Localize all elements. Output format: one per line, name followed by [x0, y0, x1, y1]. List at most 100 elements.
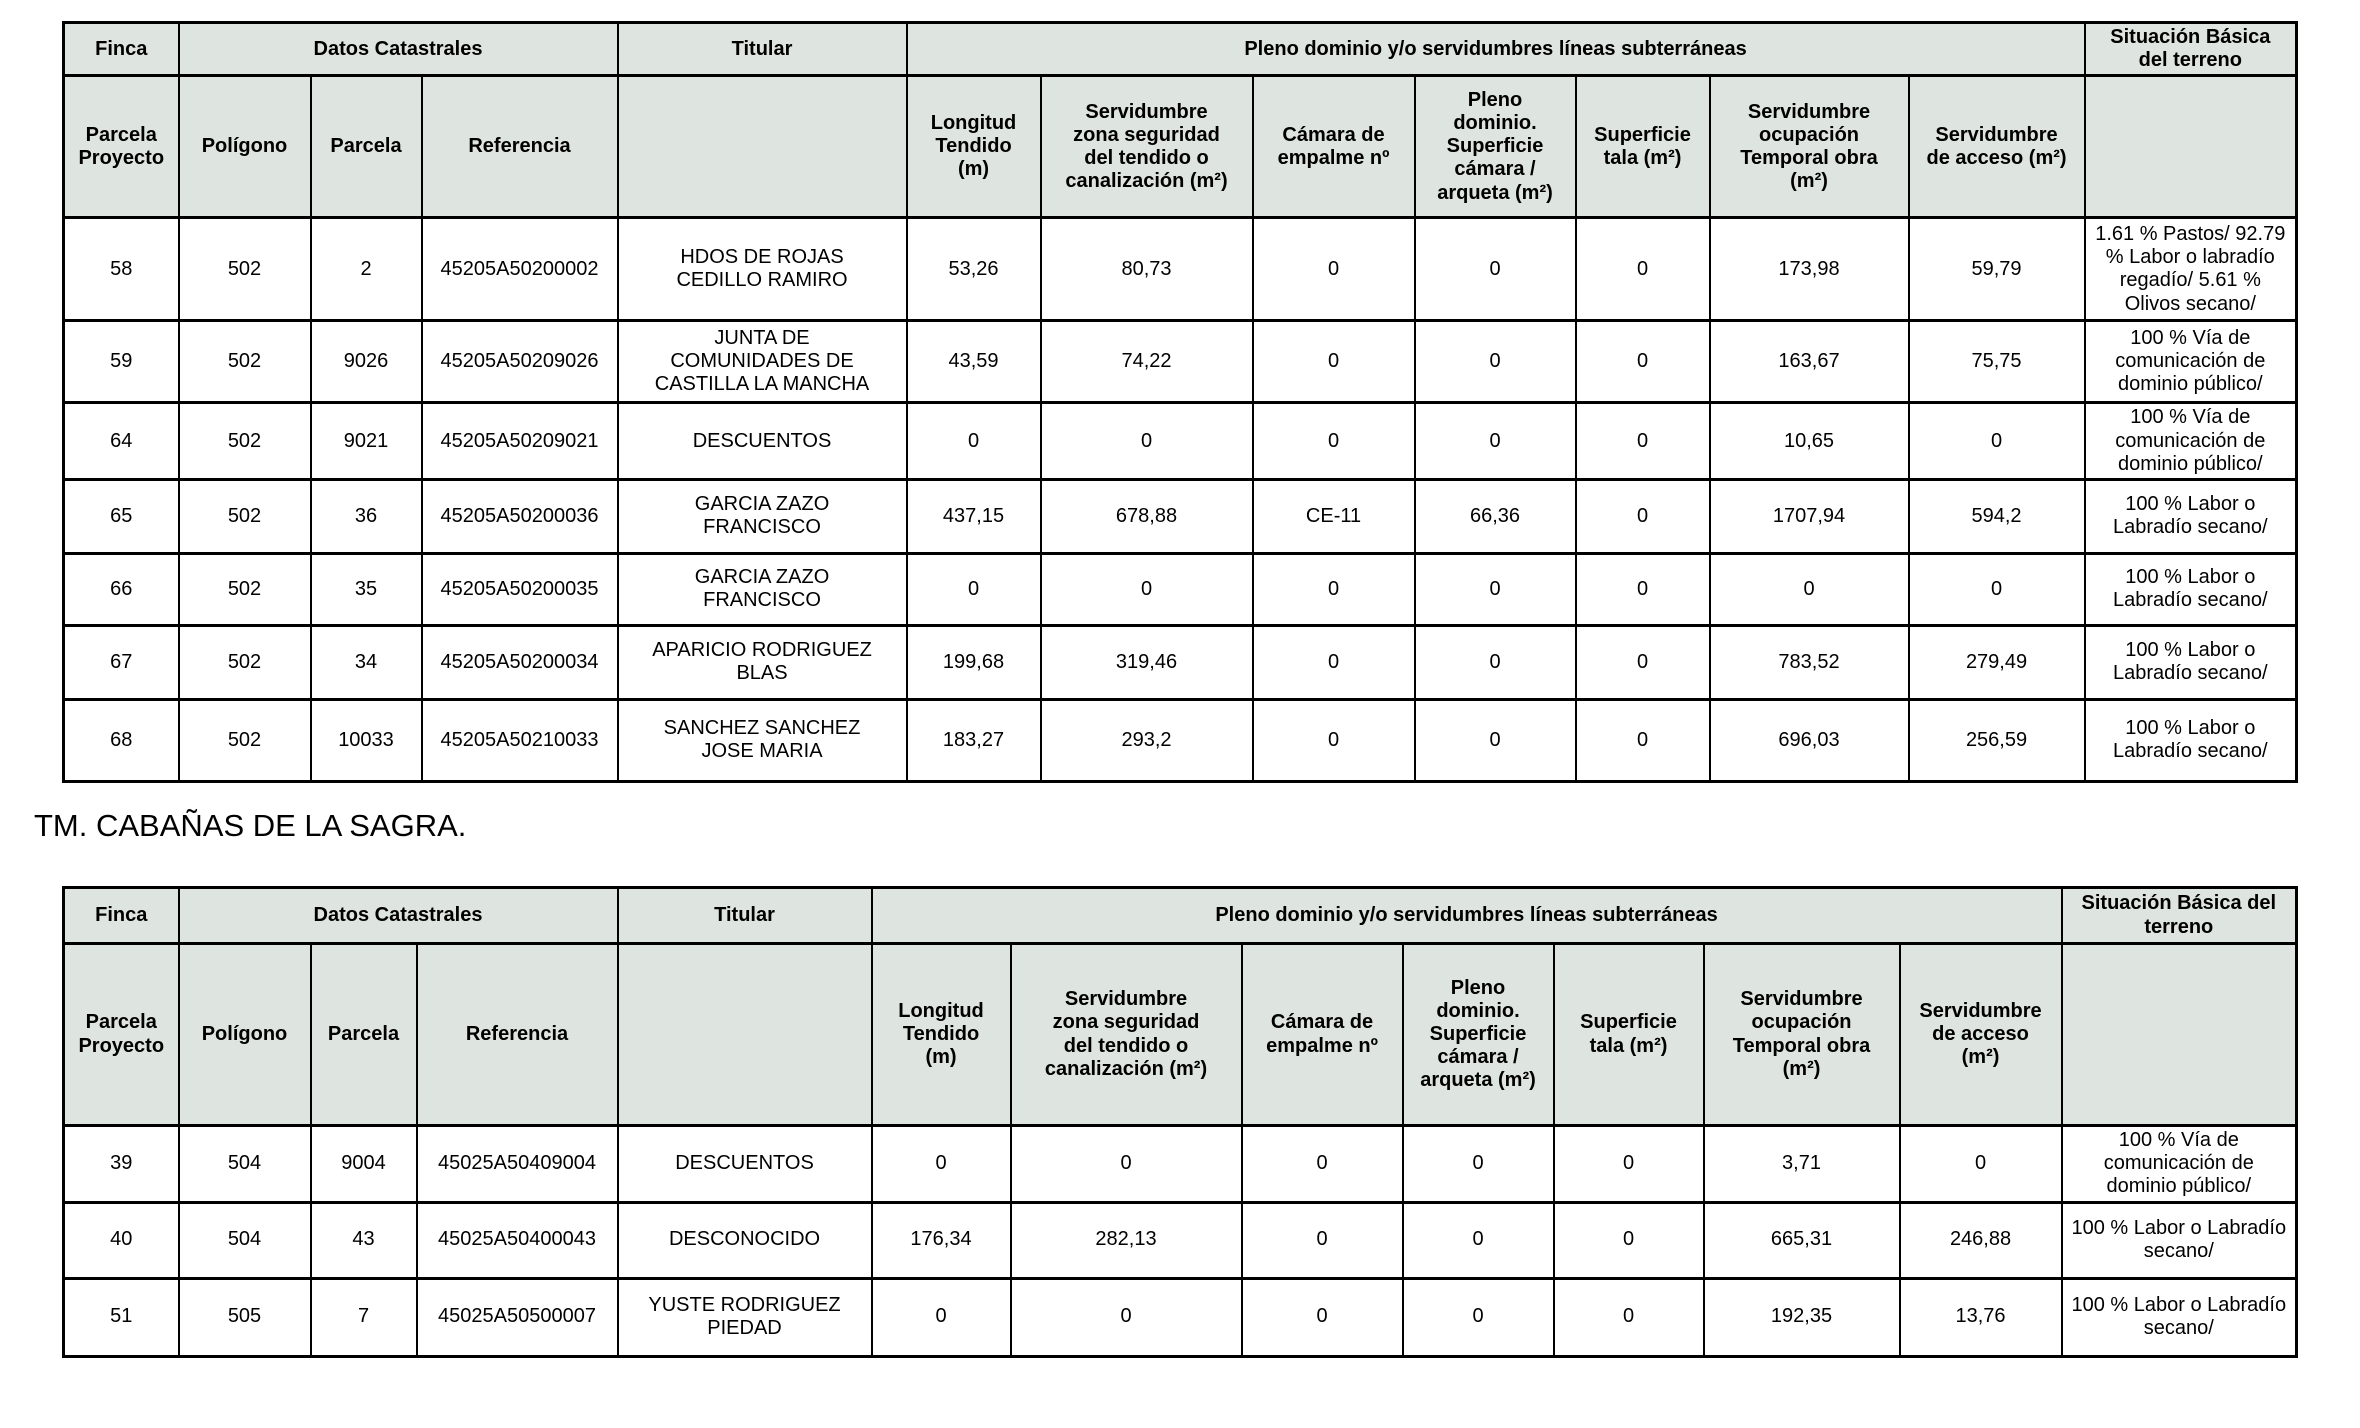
cell-pleno-superficie: 0 [1401, 1276, 1555, 1358]
cell-parcela-proyecto: 66 [62, 551, 180, 627]
cell-longitud: 176,34 [870, 1200, 1012, 1280]
cell-ocupacion: 0 [1708, 551, 1910, 627]
cell-situacion: 100 % Labor o Labradío secano/ [2060, 1200, 2298, 1280]
cell-camara: 0 [1251, 401, 1416, 481]
header-finca: Finca [62, 20, 180, 78]
cell-poligono: 504 [177, 1200, 312, 1280]
parcels-table-cabanas: Finca Datos Catastrales Titular Pleno do… [62, 886, 2299, 1358]
header-servidumbre-zona: Servidumbre zona seguridad del tendido o… [1009, 942, 1243, 1127]
cell-camara: 0 [1240, 1200, 1404, 1280]
cell-pleno-superficie: 0 [1401, 1200, 1555, 1280]
cell-tala: 0 [1574, 319, 1711, 405]
cell-acceso: 75,75 [1907, 319, 2086, 405]
cell-parcela-proyecto: 64 [62, 401, 180, 481]
header-referencia: Referencia [415, 942, 619, 1127]
cell-pleno-superficie: 66,36 [1413, 477, 1577, 555]
cell-referencia: 45205A50209021 [420, 401, 619, 481]
header-referencia: Referencia [420, 74, 619, 220]
cell-pleno-superficie: 0 [1413, 623, 1577, 701]
table-row: 65 502 36 45205A50200036 GARCIA ZAZO FRA… [62, 477, 2298, 555]
cell-camara: CE-11 [1251, 477, 1416, 555]
cell-parcela-proyecto: 51 [62, 1276, 180, 1358]
header-servidumbre-acceso: Servidumbre de acceso (m²) [1898, 942, 2063, 1127]
cell-referencia: 45205A50210033 [420, 697, 619, 783]
cell-referencia: 45025A50500007 [415, 1276, 619, 1358]
cell-parcela-proyecto: 59 [62, 319, 180, 405]
cell-parcela: 36 [309, 477, 423, 555]
cell-poligono: 502 [177, 551, 312, 627]
cell-longitud: 0 [870, 1124, 1012, 1204]
table-header-row-groups: Finca Datos Catastrales Titular Pleno do… [62, 886, 2298, 945]
parcels-table-1: Finca Datos Catastrales Titular Pleno do… [62, 20, 2299, 783]
cell-servidumbre-zona: 678,88 [1039, 477, 1254, 555]
table-header-row-subcolumns: Parcela Proyecto Polígono Parcela Refere… [62, 942, 2298, 1127]
cell-tala: 0 [1552, 1200, 1705, 1280]
header-superficie-tala: Superficie tala (m²) [1552, 942, 1705, 1127]
cell-acceso: 0 [1907, 401, 2086, 481]
cell-longitud: 437,15 [905, 477, 1042, 555]
cell-longitud: 0 [905, 401, 1042, 481]
cell-acceso: 594,2 [1907, 477, 2086, 555]
cell-camara: 0 [1240, 1124, 1404, 1204]
header-parcela: Parcela [309, 74, 423, 220]
header-pleno-dominio: Pleno dominio y/o servidumbres líneas su… [905, 20, 2086, 78]
header-servidumbre-ocupacion: Servidumbre ocupación Temporal obra (m²) [1702, 942, 1901, 1127]
header-poligono: Polígono [177, 942, 312, 1127]
header-situacion-basica: Situación Básica del terreno [2083, 20, 2298, 78]
header-poligono: Polígono [177, 74, 312, 220]
table-row: 58 502 2 45205A50200002 HDOS DE ROJAS CE… [62, 216, 2298, 323]
header-camara-empalme: Cámara de empalme nº [1251, 74, 1416, 220]
cell-parcela-proyecto: 67 [62, 623, 180, 701]
header-titular-empty [616, 74, 908, 220]
cell-pleno-superficie: 0 [1413, 551, 1577, 627]
cell-situacion: 1.61 % Pastos/ 92.79 % Labor o labradío … [2083, 216, 2298, 323]
cell-ocupacion: 696,03 [1708, 697, 1910, 783]
cell-parcela: 10033 [309, 697, 423, 783]
cell-longitud: 0 [870, 1276, 1012, 1358]
cell-tala: 0 [1552, 1276, 1705, 1358]
cell-referencia: 45025A50400043 [415, 1200, 619, 1280]
cell-parcela: 43 [309, 1200, 418, 1280]
header-longitud-tendido: Longitud Tendido (m) [870, 942, 1012, 1127]
cell-servidumbre-zona: 0 [1009, 1124, 1243, 1204]
cell-referencia: 45205A50200034 [420, 623, 619, 701]
cell-acceso: 0 [1898, 1124, 2063, 1204]
cell-referencia: 45025A50409004 [415, 1124, 619, 1204]
cell-titular: DESCUENTOS [616, 1124, 873, 1204]
cell-referencia: 45205A50200035 [420, 551, 619, 627]
cell-tala: 0 [1574, 551, 1711, 627]
cell-camara: 0 [1251, 216, 1416, 323]
cell-titular: HDOS DE ROJAS CEDILLO RAMIRO [616, 216, 908, 323]
cell-parcela-proyecto: 39 [62, 1124, 180, 1204]
cell-servidumbre-zona: 0 [1039, 401, 1254, 481]
table-row: 67 502 34 45205A50200034 APARICIO RODRIG… [62, 623, 2298, 701]
cell-longitud: 199,68 [905, 623, 1042, 701]
cell-poligono: 504 [177, 1124, 312, 1204]
cell-situacion: 100 % Labor o Labradío secano/ [2083, 697, 2298, 783]
cell-situacion: 100 % Vía de comunicación de dominio púb… [2060, 1124, 2298, 1204]
cell-titular: GARCIA ZAZO FRANCISCO [616, 551, 908, 627]
cell-parcela: 35 [309, 551, 423, 627]
header-pleno-dominio: Pleno dominio y/o servidumbres líneas su… [870, 886, 2063, 945]
header-situacion-empty [2060, 942, 2298, 1127]
cell-titular: DESCONOCIDO [616, 1200, 873, 1280]
table-row: 64 502 9021 45205A50209021 DESCUENTOS 0 … [62, 401, 2298, 481]
cell-tala: 0 [1574, 216, 1711, 323]
cell-ocupacion: 10,65 [1708, 401, 1910, 481]
cell-pleno-superficie: 0 [1413, 401, 1577, 481]
cell-parcela: 9026 [309, 319, 423, 405]
cell-servidumbre-zona: 282,13 [1009, 1200, 1243, 1280]
header-parcela-proyecto: Parcela Proyecto [62, 74, 180, 220]
cell-tala: 0 [1574, 401, 1711, 481]
cell-ocupacion: 783,52 [1708, 623, 1910, 701]
header-finca: Finca [62, 886, 180, 945]
cell-referencia: 45205A50200002 [420, 216, 619, 323]
header-pleno-superficie: Pleno dominio. Superficie cámara / arque… [1413, 74, 1577, 220]
table-header-row-groups: Finca Datos Catastrales Titular Pleno do… [62, 20, 2298, 78]
cell-ocupacion: 163,67 [1708, 319, 1910, 405]
cell-poligono: 502 [177, 319, 312, 405]
table-row: 68 502 10033 45205A50210033 SANCHEZ SANC… [62, 697, 2298, 783]
cell-referencia: 45205A50200036 [420, 477, 619, 555]
cell-acceso: 256,59 [1907, 697, 2086, 783]
cell-poligono: 502 [177, 401, 312, 481]
